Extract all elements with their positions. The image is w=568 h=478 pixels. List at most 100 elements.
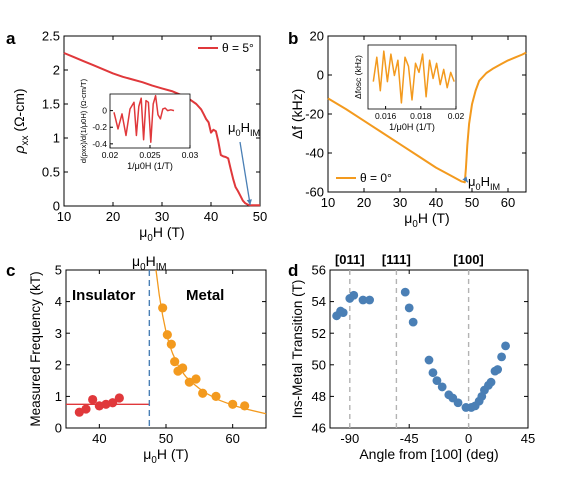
panel-c-point-insulator xyxy=(108,398,118,408)
panel-b-legend-text: θ = 0° xyxy=(360,171,392,185)
a-ytick-label: 2.5 xyxy=(42,29,60,44)
panel-d-direction-label: [111] xyxy=(382,252,411,267)
panel-b-xlabel: μ0H (T) xyxy=(404,210,449,230)
panel-d-point xyxy=(400,287,410,297)
panel-d-point xyxy=(349,290,359,300)
panel-b-label: b xyxy=(288,29,298,48)
panel-d-point xyxy=(486,377,496,387)
panel-d: d -90 -45 0 45 46 48 50 52 54 56 Ins-Metal Transiti… xyxy=(288,252,535,462)
panel-a-xlabel: μ0H (T) xyxy=(139,224,184,244)
panel-b-series-line xyxy=(327,51,527,184)
panel-c-point-insulator xyxy=(114,393,124,403)
b-ytick-label: -40 xyxy=(305,146,324,161)
panel-a-inset-ytick-label: 0 xyxy=(102,106,107,116)
panel-c-ylabel: Measured Frequency (kT) xyxy=(28,271,43,426)
a-xtick-label: 20 xyxy=(106,209,120,224)
panel-c-point-metal xyxy=(178,363,188,373)
b-xtick-label: 10 xyxy=(321,195,335,210)
c-ytick-label: 5 xyxy=(55,263,62,278)
panel-a-inset-line xyxy=(113,94,175,143)
panel-d-label: d xyxy=(288,261,298,280)
panel-c-point-metal xyxy=(166,339,176,349)
b-ytick-label: -20 xyxy=(305,107,324,122)
a-xtick-label: 40 xyxy=(204,209,218,224)
panel-d-point xyxy=(424,355,434,365)
c-ytick-label: 3 xyxy=(55,326,62,341)
d-xtick-label: -90 xyxy=(340,431,359,446)
d-ytick-label: 48 xyxy=(312,389,326,404)
d-axes-box xyxy=(329,269,529,429)
b-ytick-label: 20 xyxy=(310,29,324,44)
panel-b-inset-xtick-label: 0.02 xyxy=(448,111,465,121)
panel-c: c 40 50 60 0 1 2 3 4 5 Measured Frequency (kT) μ0H … xyxy=(6,253,267,466)
panel-d-ylabel: Ins-Metal Transition (T) xyxy=(290,280,305,419)
panel-c-point-metal xyxy=(170,357,180,367)
panel-a-inset-xlabel: 1/μ0H (1/T) xyxy=(127,161,173,171)
b-xtick-label: 40 xyxy=(429,195,443,210)
panel-d-point xyxy=(428,368,438,378)
panel-b: b 10 20 30 40 50 60 -60 -40 -20 0 20 Δf (kHz) μ0H (T)… xyxy=(288,29,527,230)
a-xtick-label: 10 xyxy=(57,209,71,224)
panel-c-point-metal xyxy=(158,303,168,313)
c-xtick-label: 50 xyxy=(159,431,173,446)
panel-b-inset-xtick-label: 0.018 xyxy=(410,111,432,121)
panel-a-legend-text: θ = 5° xyxy=(222,41,254,55)
panel-c-point-metal xyxy=(191,374,201,384)
d-ytick-label: 54 xyxy=(312,294,326,309)
panel-c-metal-label: Metal xyxy=(186,287,224,304)
panel-d-direction-label: [100] xyxy=(453,252,483,267)
panel-a-inset-xtick-label: 0.02 xyxy=(102,150,119,160)
panel-a-annotation: μ0HIM xyxy=(228,120,260,138)
a-ytick-label: 1.5 xyxy=(42,97,60,112)
panel-a-annotation-arrow xyxy=(239,141,251,206)
a-ytick-label: 2 xyxy=(53,63,60,78)
b-xtick-label: 30 xyxy=(393,195,407,210)
c-ytick-label: 1 xyxy=(55,389,62,404)
panel-b-inset-xtick-label: 0.016 xyxy=(375,111,397,121)
d-ytick-label: 46 xyxy=(312,421,326,436)
panel-c-point-metal xyxy=(240,401,250,411)
panel-b-ylabel: Δf (kHz) xyxy=(289,89,305,140)
panel-d-direction-label: [011] xyxy=(335,252,365,267)
panel-b-inset-ylabel: Δfosc (kHz) xyxy=(353,55,363,99)
panel-c-point-insulator xyxy=(81,404,91,414)
panel-a-inset-ytick-label: -0.2 xyxy=(92,122,107,132)
panel-a-inset-xtick-label: 0.025 xyxy=(139,150,161,160)
a-xtick-label: 30 xyxy=(155,209,169,224)
panel-c-point-insulator xyxy=(88,394,98,405)
panel-a-inset-ytick-label: -0.4 xyxy=(92,139,107,149)
panel-d-point xyxy=(493,365,503,374)
c-ytick-label: 4 xyxy=(55,294,62,309)
panel-c-transition-label: μ0HIM xyxy=(132,253,167,273)
a-ytick-label: 0 xyxy=(53,199,60,214)
d-xtick-label: 0 xyxy=(465,431,472,446)
panel-b-annotation: μ0HIM xyxy=(468,174,500,192)
panel-c-point-metal xyxy=(211,391,221,401)
panel-c-point-metal xyxy=(228,399,238,409)
a-xtick-label: 50 xyxy=(253,209,267,224)
panel-d-point xyxy=(365,295,374,305)
panel-b-inset-line xyxy=(372,50,455,104)
b-xtick-label: 20 xyxy=(357,195,371,210)
c-ytick-label: 0 xyxy=(55,421,62,436)
d-ytick-label: 50 xyxy=(312,357,326,372)
panel-a-annotation-arrow-head xyxy=(246,199,252,205)
d-xtick-label: -45 xyxy=(400,431,419,446)
panel-d-point xyxy=(437,382,447,392)
panel-a-ylabel: ρxx (Ω-cm) xyxy=(11,88,31,154)
panel-d-point xyxy=(501,341,510,351)
panel-d-point xyxy=(432,376,442,385)
panel-d-point xyxy=(453,398,463,408)
a-ytick-label: 1 xyxy=(53,131,60,146)
panel-d-point xyxy=(404,303,414,313)
b-xtick-label: 60 xyxy=(501,195,515,210)
panel-d-xlabel: Angle from [100] (deg) xyxy=(359,446,498,462)
panel-a-label: a xyxy=(6,29,16,48)
panel-d-point xyxy=(408,317,418,327)
b-ytick-label: -60 xyxy=(305,185,324,200)
c-xtick-label: 60 xyxy=(225,431,239,446)
d-xtick-label: 45 xyxy=(521,431,535,446)
panel-d-point xyxy=(497,352,506,362)
panel-d-point xyxy=(358,295,368,305)
